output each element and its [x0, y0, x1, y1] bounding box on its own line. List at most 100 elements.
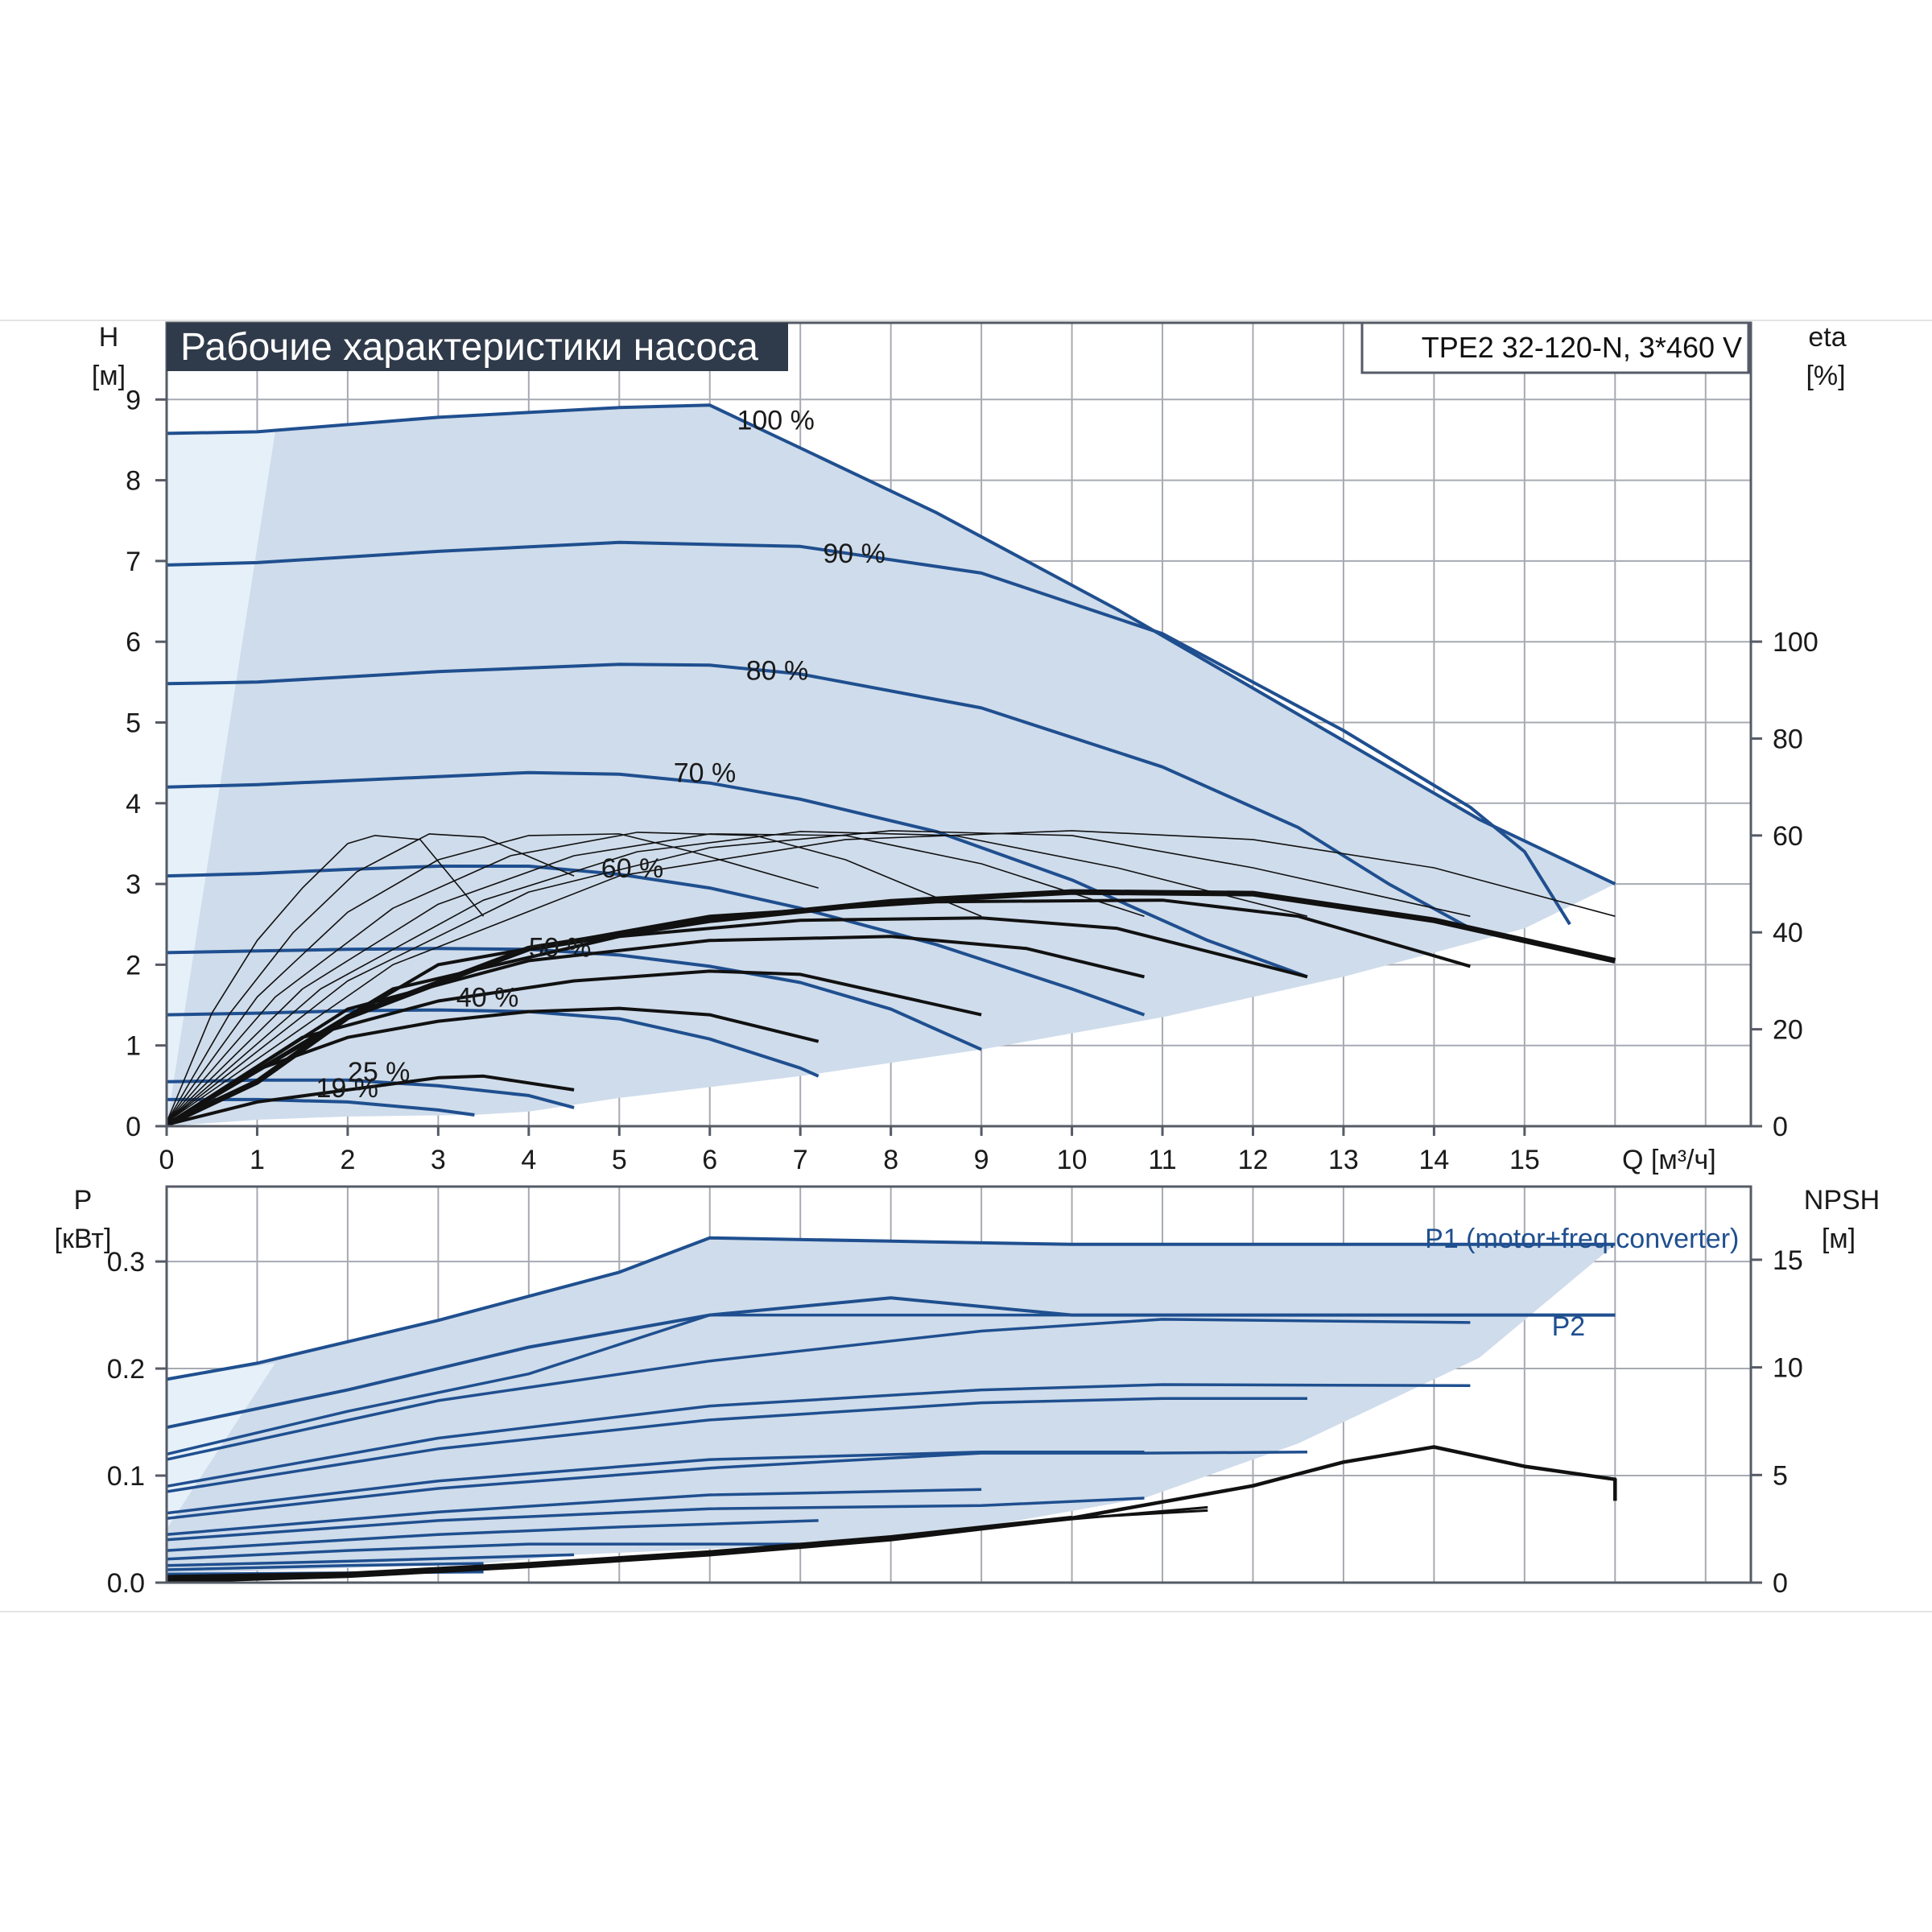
- q-x-tick-label: 2: [340, 1145, 355, 1175]
- speed-curve-label: 60 %: [601, 853, 664, 884]
- y-axis-unit-h: [м]: [92, 361, 126, 391]
- npsh-y-ticks: 0 5 10 15: [1751, 1245, 1803, 1599]
- eta-y-ticks: 0 20 40 60 80 100: [1751, 627, 1818, 1142]
- power-y-tick-label: 0.2: [107, 1354, 145, 1385]
- speed-curve: [166, 947, 982, 1051]
- head-y-tick-label: 0: [126, 1112, 141, 1142]
- npsh-y-tick-label: 10: [1773, 1353, 1803, 1384]
- head-y-tick-label: 4: [126, 789, 141, 819]
- speed-curve-label: 70 %: [674, 758, 737, 789]
- head-y-tick-label: 7: [126, 547, 141, 577]
- operating-range-fill: [167, 405, 1616, 1126]
- y2-axis-unit-eta: [%]: [1806, 361, 1845, 391]
- q-x-tick-label: 10: [1057, 1145, 1088, 1175]
- model-box: [1360, 321, 1750, 374]
- head-y-tick-label: 6: [126, 627, 141, 658]
- speed-curve: [166, 865, 1146, 1017]
- q-x-tick-label: 4: [521, 1145, 536, 1175]
- efficiency-curves: [165, 830, 1616, 1128]
- q-x-tick-label: 14: [1418, 1145, 1449, 1175]
- speed-curve-label: 50 %: [529, 932, 592, 963]
- y2-axis-unit-npsh: [м]: [1822, 1224, 1856, 1254]
- p1-label: P1 (motor+freq.converter): [1425, 1224, 1739, 1254]
- head-y-tick-label: 9: [126, 385, 141, 415]
- head-y-tick-label: 5: [126, 708, 141, 738]
- q-x-tick-label: 1: [250, 1145, 265, 1175]
- efficiency-curve: [166, 830, 1471, 1123]
- efficiency-curve: [165, 935, 1145, 1126]
- power-curve: [166, 1542, 819, 1561]
- head-y-tick-label: 8: [126, 466, 141, 497]
- speed-curve-label: 100 %: [737, 405, 814, 436]
- head-y-tick-label: 1: [126, 1031, 141, 1062]
- speed-curve-label: 90 %: [823, 539, 885, 569]
- q-x-ticks: 0 1 2 3 4 5 6 7 8 9 10 11 12 13 14 15: [159, 1126, 1540, 1175]
- efficiency-curve: [165, 916, 1308, 1126]
- power-curve: [166, 1562, 484, 1571]
- power-curve: [166, 1488, 982, 1536]
- speed-curve-label: 80 %: [746, 655, 809, 686]
- q-x-tick-label: 13: [1328, 1145, 1359, 1175]
- y-axis-label-h: H: [99, 322, 119, 353]
- speed-curve: [166, 663, 1472, 931]
- q-x-tick-label: 9: [974, 1145, 989, 1175]
- efficiency-curve: [166, 833, 819, 1123]
- power-curve: [166, 1553, 575, 1567]
- speed-curve: [166, 403, 1616, 886]
- efficiency-curve: [166, 832, 982, 1123]
- efficiency-curve: [166, 835, 485, 1123]
- efficiency-curve: [166, 833, 575, 1123]
- power-curve: [166, 1383, 1471, 1488]
- efficiency-curve: [166, 1074, 575, 1126]
- npsh-y-tick-label: 5: [1773, 1460, 1788, 1491]
- operating-range-area: [167, 405, 1616, 1126]
- eta-y-tick-label: 80: [1773, 724, 1803, 754]
- power-y-ticks: 0.0 0.1 0.2 0.3: [107, 1247, 167, 1599]
- speed-curve: [166, 540, 1571, 926]
- speed-curve: [167, 1097, 475, 1117]
- power-curve: [166, 1451, 1308, 1520]
- y-axis-label-p: P: [74, 1185, 93, 1216]
- speed-curve-label: 40 %: [456, 983, 519, 1013]
- efficiency-curve: [165, 889, 1616, 1128]
- speed-labels: 100 % 90 % 80 % 70 % 60 % 50 % 40 % 25 %19 %: [316, 405, 886, 1103]
- npsh-curve: [166, 1445, 1617, 1583]
- head-y-tick-label: 3: [126, 869, 141, 900]
- power-range-fill: [167, 1237, 1616, 1575]
- efficiency-curve: [166, 830, 1616, 1123]
- p1-curve: [166, 1236, 1616, 1381]
- speed-curve-label: 25 %: [348, 1057, 411, 1088]
- eta-y-tick-label: 20: [1773, 1015, 1803, 1046]
- power-curve: [166, 1318, 1471, 1461]
- title-box: [167, 323, 788, 371]
- power-y-tick-label: 0.3: [107, 1247, 145, 1278]
- q-x-tick-label: 5: [612, 1145, 627, 1175]
- model-name: TPE2 32-120-N, 3*460 V: [1422, 331, 1742, 364]
- eta-y-tick-label: 100: [1773, 627, 1818, 658]
- eta-y-tick-label: 0: [1773, 1112, 1788, 1142]
- power-curve: [166, 1519, 819, 1552]
- q-x-tick-label: 0: [159, 1145, 175, 1175]
- power-y-tick-label: 0.0: [107, 1568, 145, 1599]
- efficiency-curve: [166, 831, 1308, 1123]
- power-plot-frame: [165, 1185, 1752, 1584]
- power-series-labels: P1 (motor+freq.converter) P2: [1425, 1224, 1739, 1342]
- npsh-y-tick-label: 15: [1773, 1245, 1803, 1276]
- q-x-tick-label: 8: [883, 1145, 898, 1175]
- eta-y-tick-label: 40: [1773, 918, 1803, 948]
- power-curve: [166, 1496, 1145, 1542]
- y2-axis-label-npsh: NPSH: [1804, 1185, 1880, 1216]
- q-x-tick-label: 3: [431, 1145, 446, 1175]
- q-x-tick-label: 15: [1509, 1145, 1540, 1175]
- p2-label: P2: [1552, 1311, 1586, 1342]
- eta-y-tick-label: 60: [1773, 821, 1803, 852]
- head-plot-frame: [165, 321, 1752, 1128]
- q-x-tick-label: 6: [702, 1145, 717, 1175]
- efficiency-curve: [165, 1006, 819, 1126]
- operating-range-light-strip: [167, 431, 275, 1126]
- power-curves: [166, 1236, 1616, 1576]
- power-y-tick-label: 0.1: [107, 1461, 145, 1492]
- head-y-tick-label: 2: [126, 950, 141, 980]
